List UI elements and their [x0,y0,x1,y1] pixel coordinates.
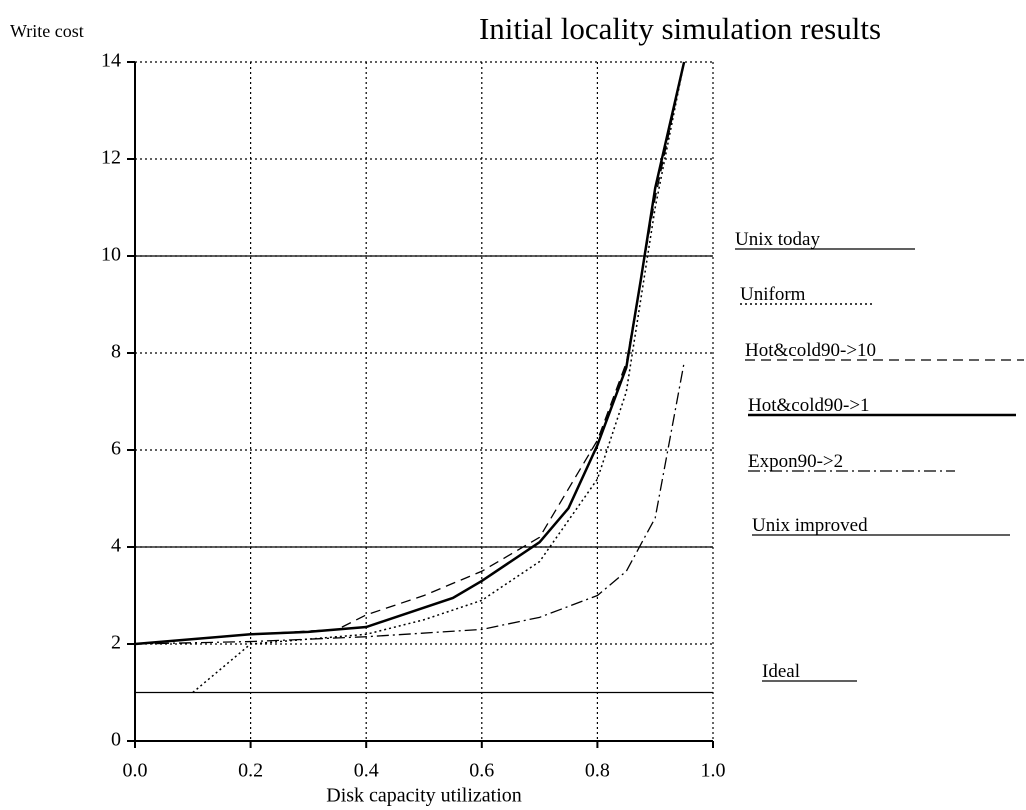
legend-label: Uniform [740,284,806,305]
series-line [134,61,686,646]
y-tick-label: 2 [111,632,121,654]
y-tick-label: 6 [111,438,121,460]
y-tick-label: 0 [111,729,121,751]
x-tick-label: 1.0 [701,760,726,782]
y-tick-label: 12 [101,147,121,169]
x-tick-label: 0.0 [123,760,148,782]
y-tick-label: 10 [101,244,121,266]
legend-label: Unix today [735,229,820,250]
x-tick-label: 0.4 [354,760,379,782]
y-tick-label: 4 [111,535,121,557]
series-line [134,362,685,645]
y-axis-label: Write cost [10,21,84,41]
legend-label: Ideal [762,661,800,682]
series-line [192,61,685,694]
legend-label: Unix improved [752,515,868,536]
y-tick-label: 8 [111,341,121,363]
y-tick-label: 14 [101,50,121,72]
legend-label: Expon90->2 [748,451,843,472]
x-tick-label: 0.2 [238,760,263,782]
x-tick-label: 0.6 [469,760,494,782]
x-axis-label: Disk capacity utilization [326,785,522,807]
chart-title: Initial locality simulation results [479,11,881,46]
legend-label: Hot&cold90->1 [748,395,870,416]
legend-label: Hot&cold90->10 [745,340,876,361]
x-tick-label: 0.8 [585,760,610,782]
